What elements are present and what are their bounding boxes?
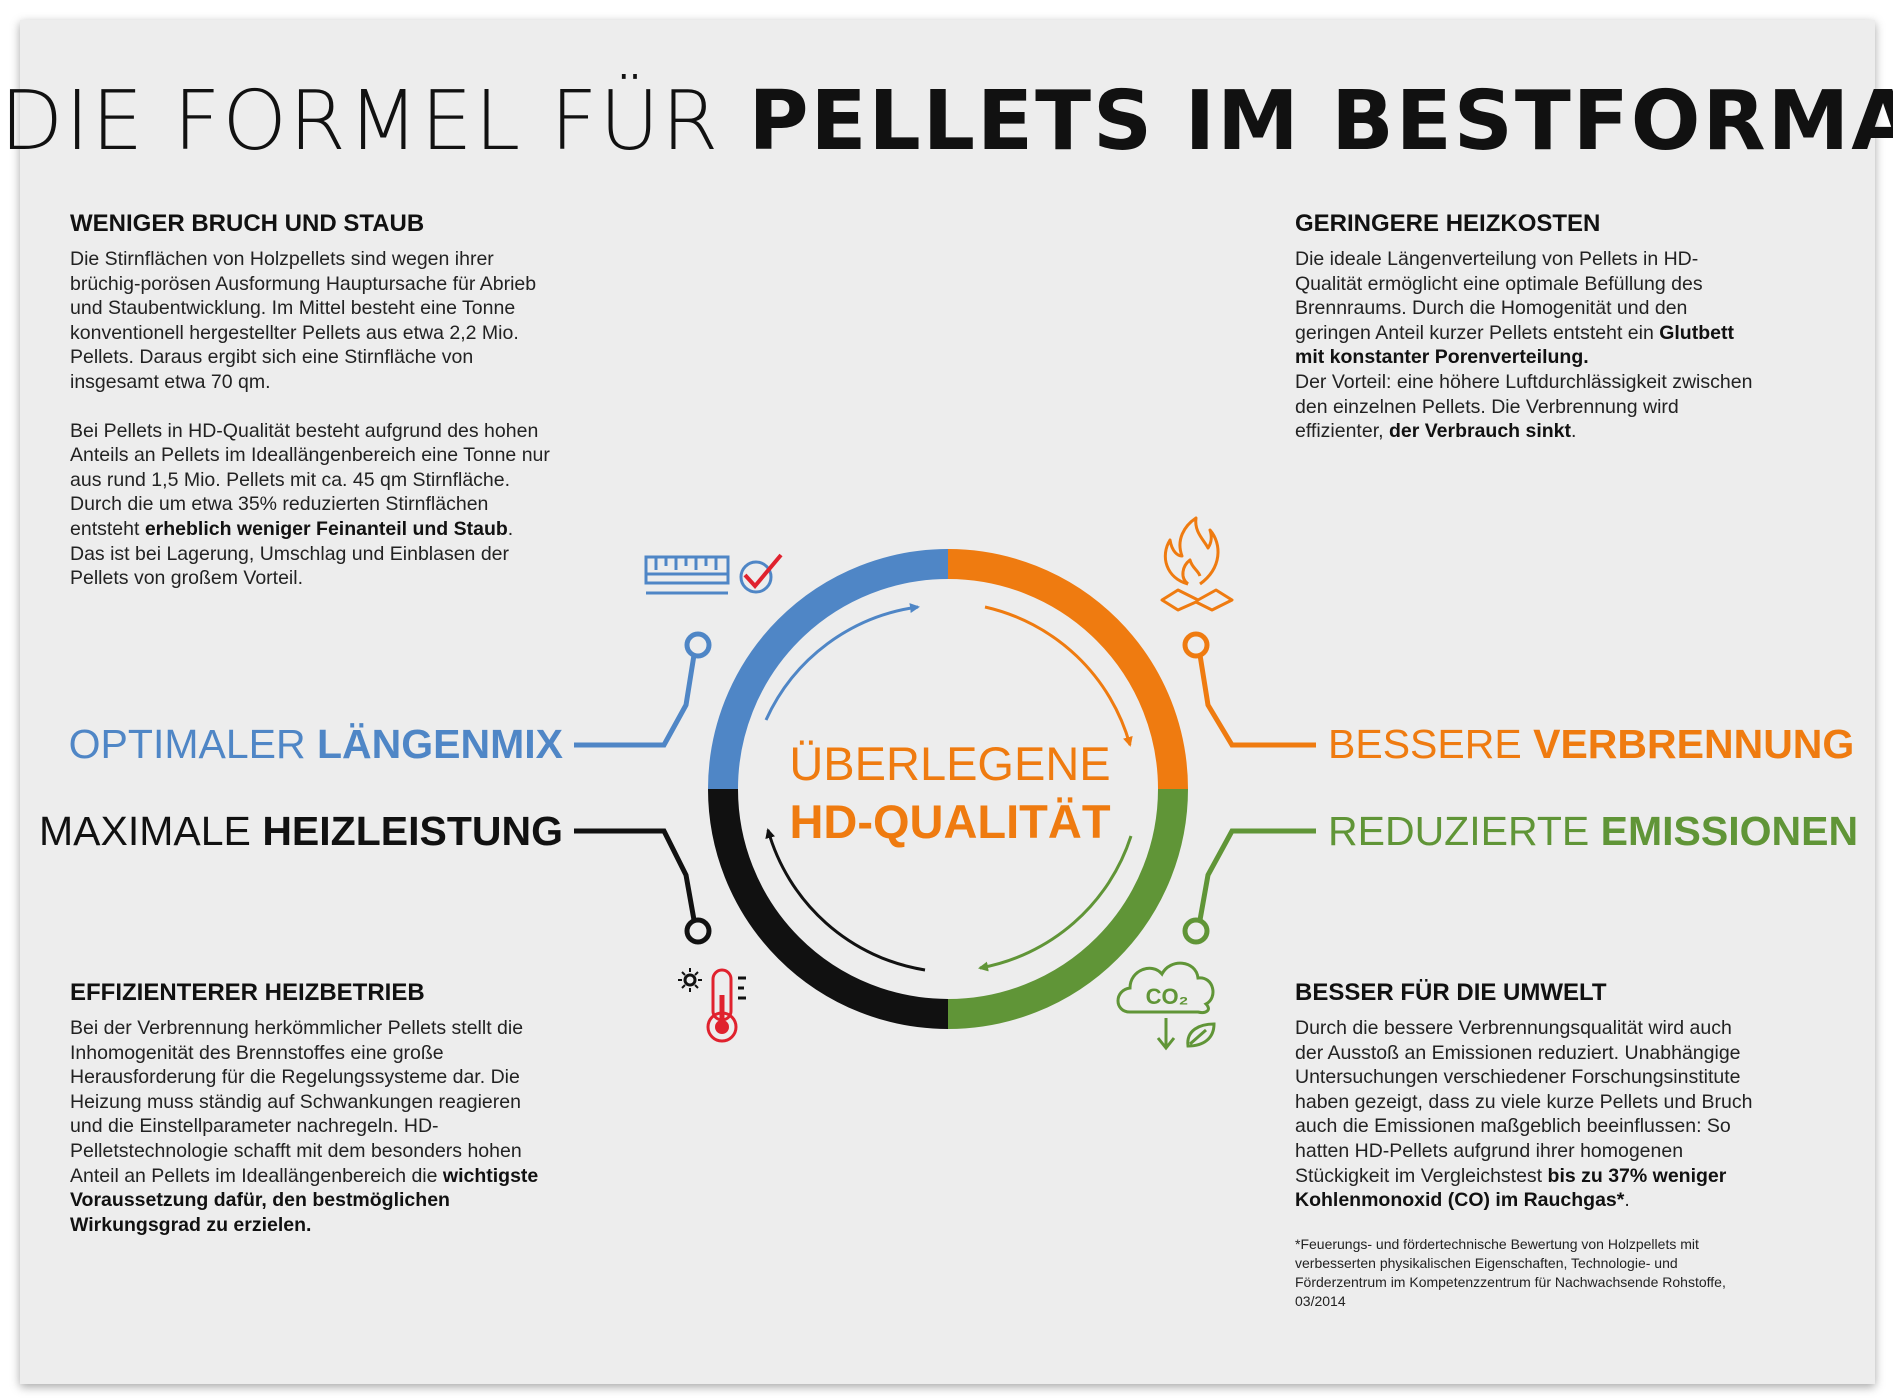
node-green	[1182, 917, 1210, 945]
page-title: DIE FORMEL FÜR PELLETS IM BESTFORMAT	[0, 70, 1893, 174]
arrow-orange	[984, 605, 1133, 747]
section-heading: BESSER FÜR DIE UMWELT	[1295, 979, 1607, 1006]
section-text: Die Stirnflächen von Holzpellets sind we…	[70, 248, 537, 393]
title-light: DIE FORMEL FÜR	[0, 74, 721, 169]
ring-segment-orange	[947, 549, 1188, 790]
thermometer-icon	[678, 968, 746, 1043]
ring-segment-green	[947, 788, 1188, 1029]
arrow-green	[978, 835, 1133, 972]
arrow-black	[765, 828, 926, 972]
connector-blue	[574, 654, 697, 748]
section-text: Bei der Verbrennung herkömmlicher Pellet…	[70, 1017, 539, 1236]
label-optimal-length-mix: OPTIMALER LÄNGENMIX	[68, 721, 563, 767]
arrow-blue	[764, 603, 920, 721]
footnote: *Feuerungs- und fördertechnische Bewertu…	[1295, 1235, 1726, 1309]
co2-label: CO₂	[1146, 984, 1189, 1009]
node-orange	[1182, 631, 1210, 659]
section-text: Durch die bessere Verbrennungsqualität w…	[1295, 1017, 1753, 1212]
fire-icon	[1160, 516, 1234, 612]
center-label: ÜBERLEGENE HD-QUALITÄT	[750, 735, 1150, 851]
section-text: Bei Pellets in HD-Qualität besteht aufgr…	[70, 419, 550, 590]
ring-segment-black	[708, 788, 949, 1029]
co2-leaf-icon	[1116, 961, 1216, 1051]
label-better-combustion: BESSERE VERBRENNUNG	[1328, 721, 1855, 767]
node-blue	[684, 631, 712, 659]
check-icon	[739, 553, 783, 594]
label-max-heating-power: MAXIMALE HEIZLEISTUNG	[39, 808, 563, 854]
connector-orange	[1197, 654, 1316, 748]
section-less-breakage: WENIGER BRUCH UND STAUB Die Stirnflächen…	[70, 209, 550, 591]
connector-black	[574, 828, 697, 921]
center-line2: HD-QUALITÄT	[789, 795, 1111, 848]
section-heading: EFFIZIENTERER HEIZBETRIEB	[70, 979, 425, 1006]
title-bold: PELLETS IM BESTFORMAT	[748, 74, 1893, 169]
section-lower-heating-costs: GERINGERE HEIZKOSTEN Die ideale Längenve…	[1295, 209, 1765, 444]
label-reduced-emissions: REDUZIERTE EMISSIONEN	[1328, 808, 1859, 854]
infographic-card	[20, 20, 1875, 1384]
node-black	[684, 917, 712, 945]
ring-segment-blue	[708, 549, 949, 790]
ruler-checkmark-icon	[644, 555, 730, 595]
center-line1: ÜBERLEGENE	[789, 737, 1111, 790]
section-environment: BESSER FÜR DIE UMWELT Durch die bessere …	[1295, 978, 1765, 1311]
connector-green	[1197, 828, 1316, 921]
section-heading: GERINGERE HEIZKOSTEN	[1295, 210, 1601, 237]
section-text: Die ideale Längenverteilung von Pellets …	[1295, 248, 1753, 443]
section-efficient-heating: EFFIZIENTERER HEIZBETRIEB Bei der Verbre…	[70, 978, 550, 1237]
section-heading: WENIGER BRUCH UND STAUB	[70, 210, 425, 237]
